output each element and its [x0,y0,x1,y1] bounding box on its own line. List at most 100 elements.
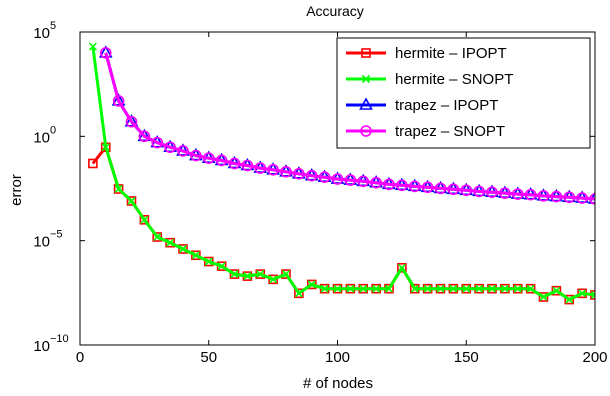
y-tick-exponent: −5 [50,229,63,241]
y-tick-exponent: 0 [50,124,56,136]
series-line [91,145,595,302]
data-point [384,284,394,293]
y-tick-base: 10 [33,25,50,42]
data-point [487,284,497,293]
data-point [191,251,200,260]
data-point [434,182,447,195]
data-point [125,115,138,128]
data-point [473,185,485,198]
y-axis-label: error [8,174,25,206]
data-point [410,284,419,293]
data-point [267,163,279,176]
y-tick-base: 10 [33,338,50,355]
data-point [281,270,291,279]
data-point [331,173,344,185]
data-point [320,284,329,293]
data-point [475,284,484,293]
data-point [524,188,537,201]
x-tick-label: 100 [325,349,350,366]
data-point [165,237,175,248]
data-point [191,250,201,261]
data-point [318,171,331,184]
data-point [513,284,522,293]
data-point [550,190,563,203]
y-tick-base: 10 [33,234,50,251]
x-tick-label: 50 [200,349,217,366]
data-point [114,184,123,194]
series-square [88,142,595,305]
data-point [486,186,498,199]
data-point [333,284,342,293]
data-point [178,244,188,254]
data-point [204,257,213,266]
data-point [254,162,267,174]
data-point [578,289,587,298]
data-point [140,215,149,224]
y-tick-label: 10 [33,25,50,42]
data-point [423,284,432,293]
data-point [293,168,305,180]
data-point [537,190,550,202]
legend-marker [361,48,371,58]
data-point [359,284,368,293]
data-point [177,145,189,157]
data-point [280,165,292,178]
data-point [126,196,137,206]
legend-label: hermite – IPOPT [395,45,507,62]
data-point [357,175,370,188]
data-point [151,136,164,149]
data-point [499,187,511,199]
data-point [215,154,228,167]
data-point [139,215,150,225]
data-point [256,270,265,279]
data-point [164,141,176,154]
data-point [565,295,574,304]
data-point [397,263,407,273]
data-point [590,290,595,300]
legend-label: trapez – SNOPT [395,123,505,140]
data-point [526,284,535,293]
data-point [396,179,408,192]
data-point [294,288,304,299]
data-point [370,176,382,189]
data-point [99,47,112,59]
data-point [217,262,226,271]
series-line [91,46,595,302]
data-point [124,114,139,127]
x-tick-label: 0 [76,349,84,366]
y-tick-label: 10 [33,234,50,251]
chart-title: Accuracy [306,3,364,19]
data-point [202,152,215,164]
legend-marker [360,125,372,137]
data-point [281,269,291,279]
data-point [589,193,595,205]
data-point [307,280,316,289]
legend-marker [361,74,371,84]
data-point [397,263,406,272]
series-layer [88,42,595,305]
x-tick-label: 200 [582,349,607,366]
data-point [500,284,509,293]
data-point [230,270,239,279]
data-point [190,149,202,162]
data-point [101,143,110,152]
y-tick-label: 10 [33,129,50,146]
data-point [383,178,395,191]
data-point [511,188,524,200]
data-point [564,294,575,305]
series-circle [99,47,595,205]
data-point [294,289,303,298]
data-point [112,95,125,107]
y-tick-base: 10 [33,129,50,146]
series-x [88,42,595,304]
x-tick-label: 150 [454,349,479,366]
y-tick-exponent: 5 [50,20,56,32]
y-tick-exponent: −10 [50,333,69,345]
y-tick-label: 10 [33,338,50,355]
data-point [372,284,381,293]
data-point [449,284,458,293]
data-point [538,292,549,302]
data-point [138,130,151,143]
legend-label: trapez – IPOPT [395,97,498,114]
